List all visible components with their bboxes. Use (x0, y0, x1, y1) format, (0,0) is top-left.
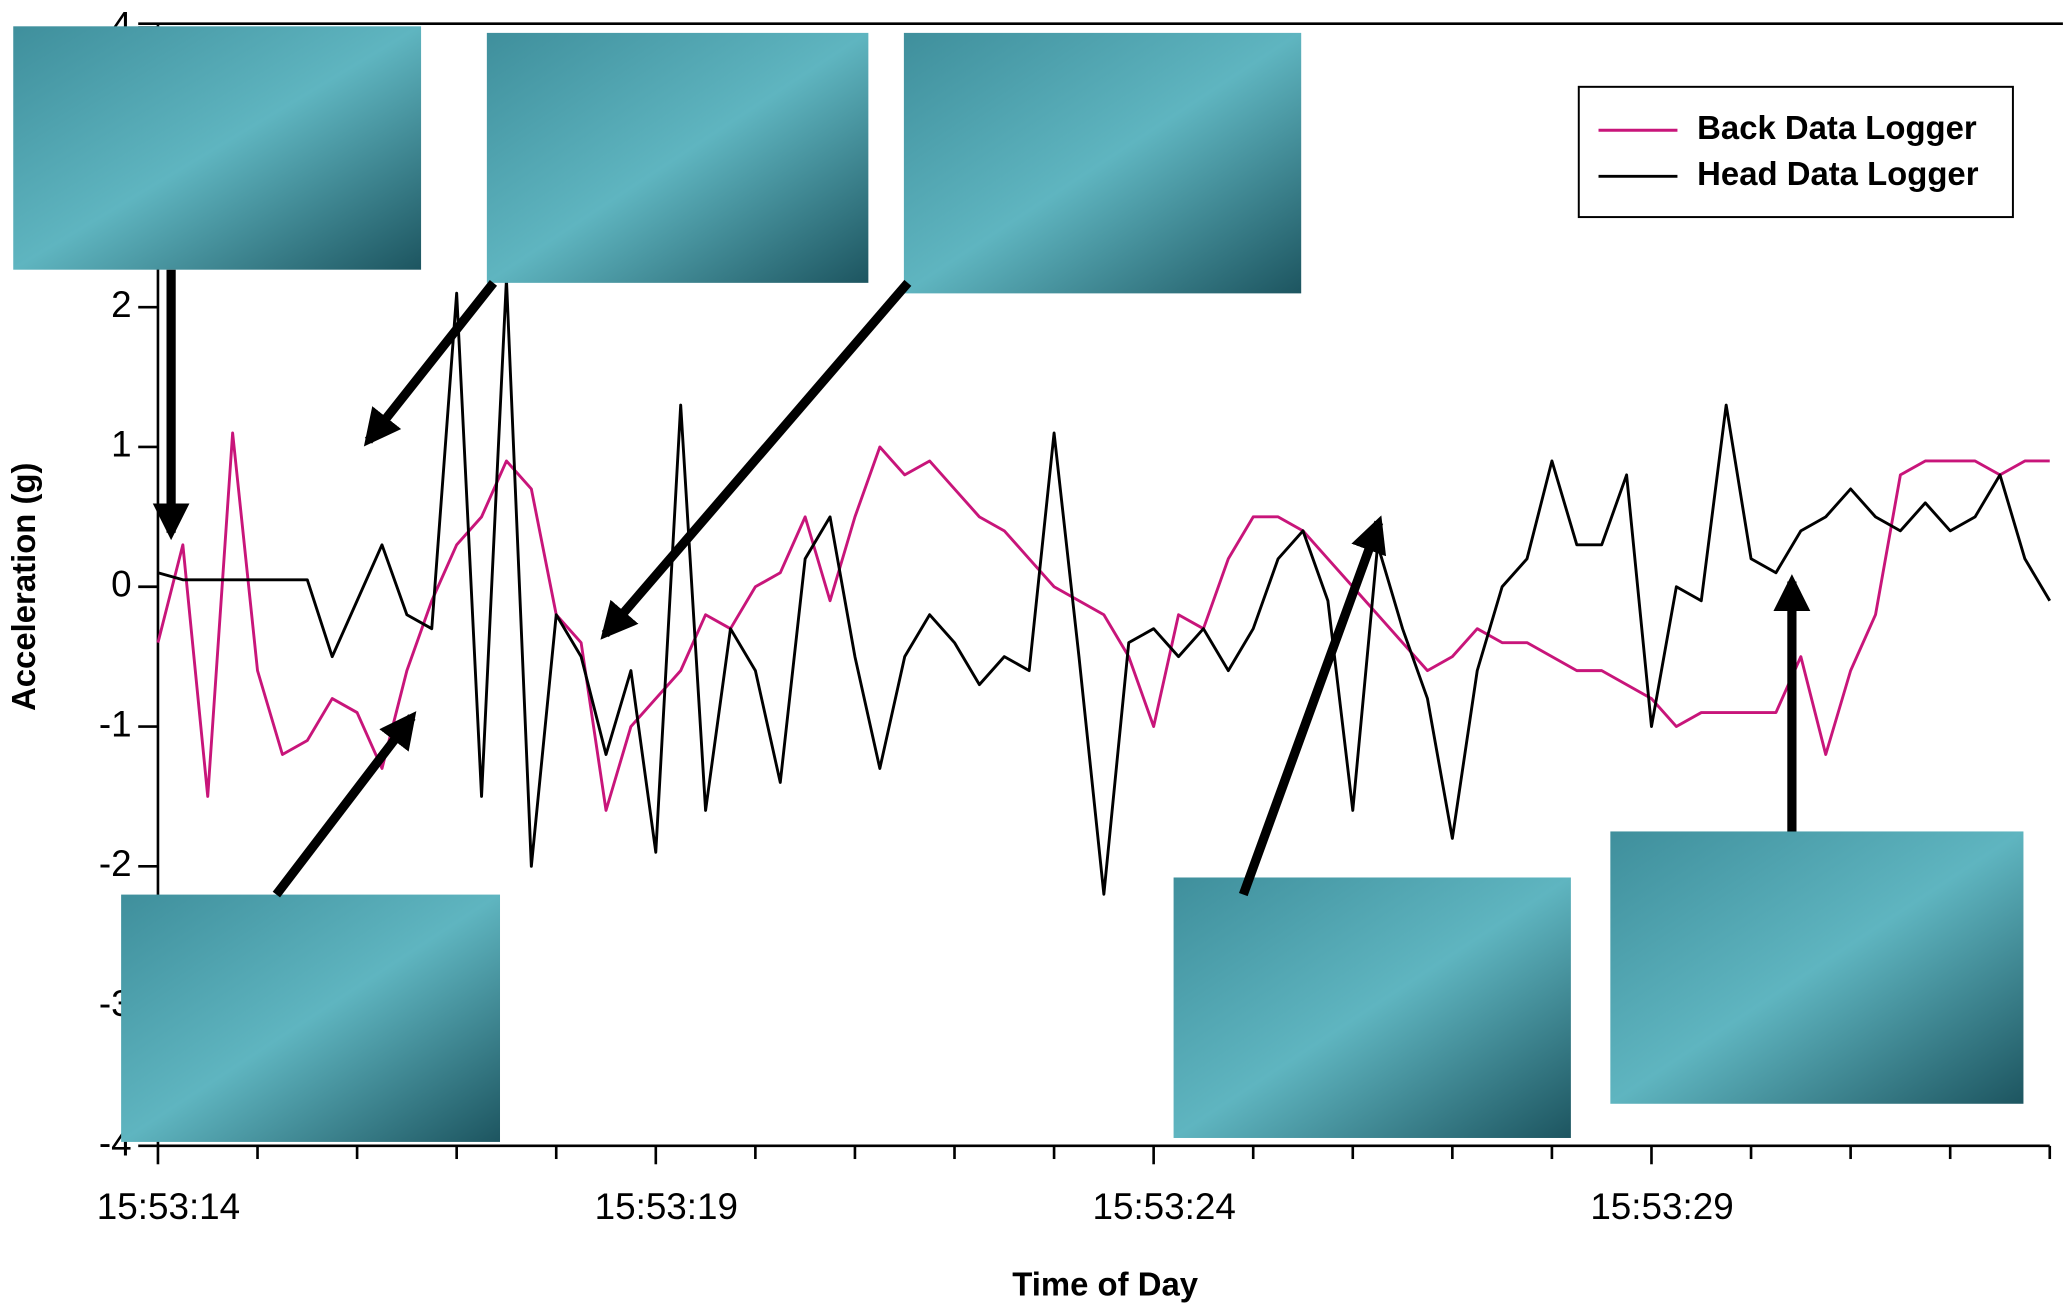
x-tick-label: 15:53:29 (1590, 1186, 1733, 1227)
y-tick-label: -2 (99, 843, 132, 884)
y-tick-label: 0 (111, 563, 131, 604)
photo (1610, 831, 2024, 1104)
photo (903, 32, 1302, 294)
legend: Back Data Logger Head Data Logger (1577, 85, 2014, 219)
photo (13, 26, 422, 270)
arrow (1238, 515, 1387, 897)
plot-area (156, 277, 2052, 896)
arrows (152, 269, 1811, 898)
x-tick-label: 15:53:14 (97, 1186, 240, 1227)
photo (121, 894, 501, 1142)
photo (1173, 877, 1571, 1138)
arrow (363, 279, 498, 447)
x-axis-title: Time of Day (1012, 1265, 1198, 1302)
arrow (272, 711, 417, 898)
legend-label: Head Data Logger (1697, 155, 1979, 192)
series-line (157, 277, 2052, 896)
legend-label: Back Data Logger (1697, 109, 1977, 146)
y-tick-label: -1 (99, 703, 132, 744)
y-tick-label: 2 (111, 284, 131, 325)
photos (13, 26, 2024, 1142)
axes: -4-3-2-10123415:53:1415:53:1915:53:2415:… (97, 4, 2063, 1227)
photo (486, 32, 869, 283)
x-tick-label: 15:53:19 (595, 1186, 738, 1227)
series-line (156, 431, 2050, 812)
y-axis-title: Acceleration (g) (5, 463, 42, 711)
y-tick-label: 1 (111, 424, 131, 465)
x-tick-label: 15:53:24 (1092, 1186, 1235, 1227)
arrow (600, 279, 912, 640)
legend-box (1577, 85, 2014, 219)
